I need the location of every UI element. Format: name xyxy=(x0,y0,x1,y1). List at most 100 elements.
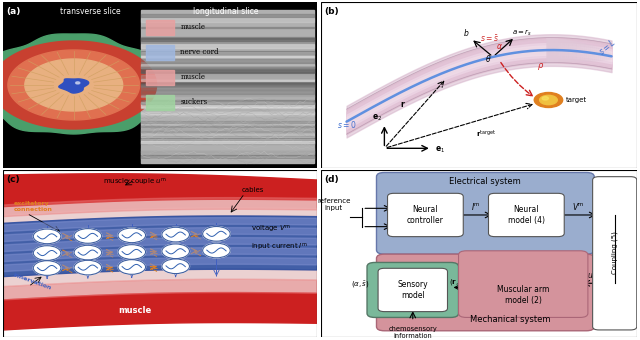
FancyBboxPatch shape xyxy=(593,177,637,330)
Bar xyxy=(141,44,314,48)
Text: Mechanical system: Mechanical system xyxy=(470,316,551,324)
Bar xyxy=(141,68,314,70)
Text: $\mathbf{r}^{\mathrm{target}}$: $\mathbf{r}^{\mathrm{target}}$ xyxy=(476,129,497,140)
Bar xyxy=(141,86,314,87)
Circle shape xyxy=(74,245,102,260)
FancyBboxPatch shape xyxy=(488,193,564,237)
Bar xyxy=(141,39,314,43)
Text: reference
input: reference input xyxy=(317,199,351,211)
Bar xyxy=(141,126,314,127)
Bar xyxy=(141,90,314,94)
Text: longitudinal slice: longitudinal slice xyxy=(193,7,259,16)
FancyBboxPatch shape xyxy=(388,193,463,237)
Bar xyxy=(141,106,314,108)
Bar xyxy=(141,142,314,144)
Circle shape xyxy=(542,97,548,100)
Bar xyxy=(141,82,314,84)
Bar xyxy=(146,95,174,110)
Circle shape xyxy=(203,226,230,241)
Bar xyxy=(141,96,314,97)
Circle shape xyxy=(33,261,61,275)
Circle shape xyxy=(540,95,557,105)
Circle shape xyxy=(118,260,145,274)
Bar xyxy=(141,121,314,123)
Bar xyxy=(141,113,314,115)
Text: Neural
model (4): Neural model (4) xyxy=(508,205,545,225)
Text: $V^\mathrm{m}$: $V^\mathrm{m}$ xyxy=(572,201,585,212)
Polygon shape xyxy=(3,248,317,262)
FancyBboxPatch shape xyxy=(458,251,588,318)
Text: $\alpha$: $\alpha$ xyxy=(496,42,503,51)
Text: nerve cord: nerve cord xyxy=(180,48,219,56)
Bar xyxy=(141,132,314,133)
Text: chemosensory
information: chemosensory information xyxy=(388,326,437,339)
Text: target: target xyxy=(566,97,587,103)
Circle shape xyxy=(33,246,61,260)
Text: innervation: innervation xyxy=(13,272,52,291)
Bar xyxy=(141,38,314,39)
Bar xyxy=(141,118,314,119)
Bar xyxy=(141,83,314,85)
Bar xyxy=(141,10,314,163)
Text: Neural
controller: Neural controller xyxy=(407,205,444,225)
Circle shape xyxy=(118,245,145,259)
Circle shape xyxy=(74,228,102,243)
Polygon shape xyxy=(3,227,317,242)
Bar xyxy=(141,102,314,104)
Text: $(\alpha, \bar{s})$: $(\alpha, \bar{s})$ xyxy=(351,280,370,290)
Text: muscle: muscle xyxy=(180,73,205,81)
Circle shape xyxy=(162,227,189,242)
Bar xyxy=(141,129,314,133)
FancyBboxPatch shape xyxy=(376,254,594,331)
Text: $\mathbf{e}_1$: $\mathbf{e}_1$ xyxy=(435,144,445,155)
Bar xyxy=(141,143,314,144)
Bar xyxy=(141,85,314,89)
Circle shape xyxy=(33,229,61,244)
Polygon shape xyxy=(8,50,140,120)
Polygon shape xyxy=(3,238,317,252)
Circle shape xyxy=(76,82,80,84)
Text: input current $I^\mathrm{m}$: input current $I^\mathrm{m}$ xyxy=(251,242,308,253)
Bar xyxy=(141,27,314,28)
Text: muscle couple $u^\mathrm{m}$: muscle couple $u^\mathrm{m}$ xyxy=(103,177,167,188)
Bar xyxy=(141,136,314,139)
FancyBboxPatch shape xyxy=(376,172,594,254)
Polygon shape xyxy=(3,258,317,272)
Circle shape xyxy=(203,243,230,258)
Text: $s=L$: $s=L$ xyxy=(596,36,618,57)
Polygon shape xyxy=(3,175,317,330)
Bar xyxy=(141,75,314,79)
Polygon shape xyxy=(3,269,317,287)
Text: $\rho$: $\rho$ xyxy=(536,62,544,72)
Bar xyxy=(146,70,174,85)
Bar xyxy=(141,112,314,114)
Bar xyxy=(141,131,314,132)
Text: Coupling (5): Coupling (5) xyxy=(611,231,618,274)
Text: $a=r_s$: $a=r_s$ xyxy=(512,28,532,38)
Text: Electrical system: Electrical system xyxy=(449,177,521,186)
Polygon shape xyxy=(3,293,317,330)
Bar xyxy=(141,115,314,116)
Bar xyxy=(141,38,314,41)
Text: excitatory
connection: excitatory connection xyxy=(14,201,53,212)
Polygon shape xyxy=(3,174,317,207)
Bar xyxy=(141,66,314,68)
Bar xyxy=(141,151,314,154)
Text: (c): (c) xyxy=(6,175,20,184)
Circle shape xyxy=(162,259,189,274)
Text: Sensory
model: Sensory model xyxy=(397,280,428,300)
Polygon shape xyxy=(0,34,171,134)
Bar xyxy=(141,148,314,152)
Polygon shape xyxy=(3,208,317,223)
Polygon shape xyxy=(59,79,89,93)
Bar xyxy=(141,59,314,63)
Bar xyxy=(141,138,314,140)
Bar xyxy=(141,151,314,155)
FancyBboxPatch shape xyxy=(367,262,458,318)
Text: Muscular arm
model (2): Muscular arm model (2) xyxy=(497,285,549,305)
Polygon shape xyxy=(0,41,157,129)
Bar xyxy=(141,95,314,96)
Text: (d): (d) xyxy=(324,175,339,184)
Text: $(\mathbf{r}, \theta)$: $(\mathbf{r}, \theta)$ xyxy=(449,277,468,287)
Text: $u^\mathrm{m}$: $u^\mathrm{m}$ xyxy=(587,269,598,280)
